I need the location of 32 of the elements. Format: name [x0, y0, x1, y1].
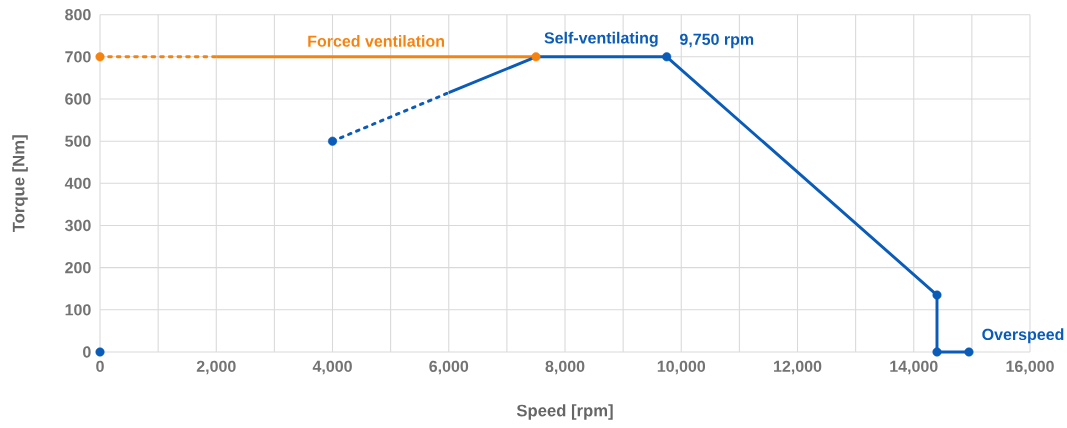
annotation: 9,750 rpm [680, 33, 754, 49]
annotation: Overspeed [982, 328, 1064, 344]
x-tick-label: 8,000 [545, 360, 585, 375]
x-tick-label: 2,000 [196, 360, 236, 375]
series-label: Forced ventilation [308, 35, 444, 47]
x-tick-label: 16,000 [1006, 360, 1054, 375]
x-axis-title: Speed [rpm] [516, 404, 613, 420]
x-tick-label: 0 [96, 360, 104, 373]
y-tick-label: 500 [65, 135, 91, 147]
point [662, 52, 672, 62]
point [95, 347, 105, 357]
y-tick-label: 800 [65, 9, 91, 21]
y-tick-label: 600 [65, 93, 91, 105]
point [932, 347, 942, 357]
x-tick-label: 10,000 [657, 360, 706, 375]
y-tick-label: 200 [65, 262, 91, 274]
point [932, 290, 942, 300]
point [964, 347, 974, 357]
y-tick-label: 700 [65, 51, 91, 63]
point [327, 136, 338, 146]
point [531, 52, 541, 62]
point [95, 52, 105, 62]
y-tick-label: 400 [64, 177, 91, 189]
series-label: Self-ventilating [544, 31, 658, 47]
y-tick-label: 300 [64, 219, 91, 232]
x-tick-label: 14,000 [890, 360, 938, 375]
y-tick-label: 100 [65, 304, 91, 316]
y-axis-title: Torque [Nm] [12, 135, 28, 233]
x-tick-label: 6,000 [429, 360, 469, 375]
y-tick-label: 0 [83, 346, 91, 358]
x-tick-label: 12,000 [774, 360, 822, 375]
x-tick-label: 4,000 [312, 360, 352, 375]
